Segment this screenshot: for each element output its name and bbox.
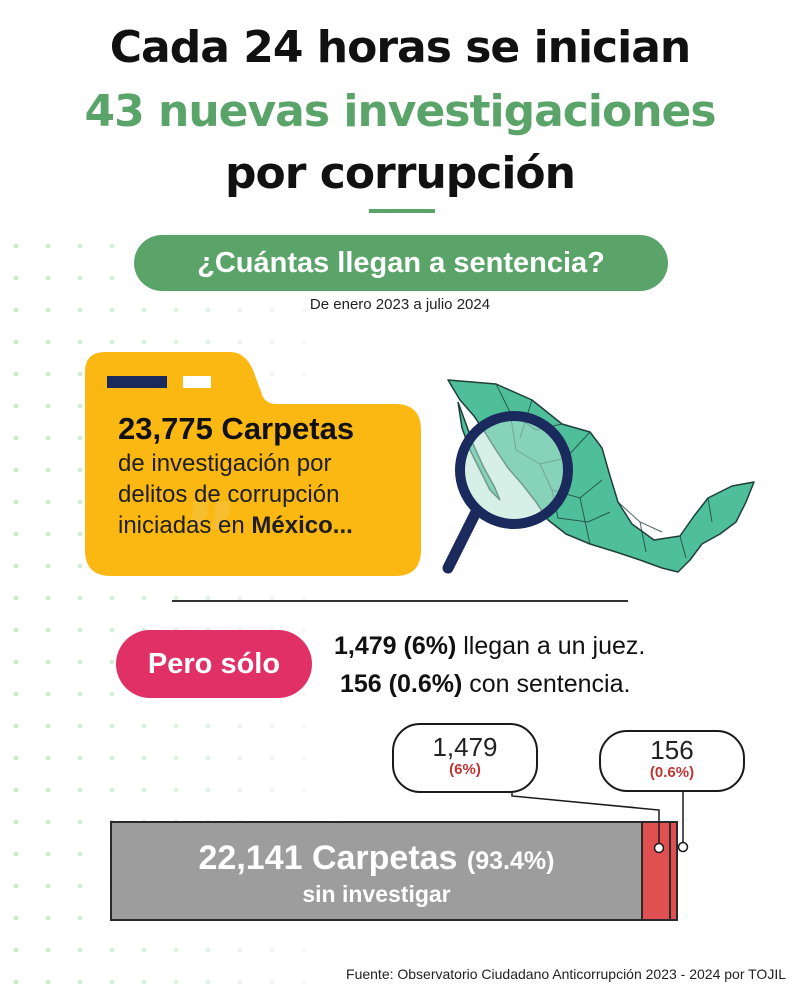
question-banner: ¿Cuántas llegan a sentencia? xyxy=(134,235,668,291)
folder-line-3-prefix: iniciadas en xyxy=(118,512,252,539)
stat-judge-count: 1,479 (6%) xyxy=(334,632,457,660)
callout-sentence-pct: (0.6%) xyxy=(649,764,695,781)
section-divider xyxy=(172,600,628,602)
stat-sentence-text: con sentencia. xyxy=(462,670,631,698)
callout-sentence: 156 (0.6%) xyxy=(599,730,745,792)
bar-sentenced-divider xyxy=(669,823,671,919)
folder-tab-bar-light xyxy=(183,376,211,388)
headline-line-1: Cada 24 horas se inician xyxy=(109,22,692,73)
svg-text:”: ” xyxy=(180,484,239,582)
bar-uninvestigated-segment xyxy=(110,821,643,921)
callout-judge: 1,479 (6%) xyxy=(392,723,538,793)
period-label: De enero 2023 a julio 2024 xyxy=(309,296,491,313)
folder-icon: ” xyxy=(85,352,421,582)
bar-main-pct: (93.4%) xyxy=(466,847,555,875)
stat-sentence-count: 156 (0.6%) xyxy=(340,670,463,698)
bar-judge-segment xyxy=(643,821,678,921)
bar-sub-label: sin investigar xyxy=(302,881,451,907)
folder-line-3-country: México... xyxy=(251,512,353,539)
magnifying-glass-icon xyxy=(455,411,573,529)
headline-line-2: 43 nuevas investigaciones xyxy=(84,86,716,137)
bar-label: 22,141 Carpetas (93.4%) sin investigar xyxy=(110,838,643,907)
source-credit: Fuente: Observatorio Ciudadano Anticorru… xyxy=(346,966,786,982)
folder-line-3: iniciadas en México... xyxy=(118,510,418,541)
folder-content: 23,775 Carpetas de investigación por del… xyxy=(118,410,418,541)
stat-judge: 1,479 (6%) llegan a un juez. xyxy=(334,632,645,661)
pero-solo-badge: Pero sólo xyxy=(116,630,312,698)
callout-judge-value: 1,479 xyxy=(432,732,498,762)
folder-line-2: delitos de corrupción xyxy=(118,481,340,508)
folder-title: 23,775 Carpetas xyxy=(118,411,355,446)
stat-sentence: 156 (0.6%) con sentencia. xyxy=(340,670,630,699)
folder-tab-bar-dark xyxy=(107,376,167,388)
mexico-map-icon xyxy=(442,379,755,574)
bar-main-label: 22,141 Carpetas xyxy=(198,839,458,877)
headline-underline xyxy=(369,209,435,213)
folder-line-1: de investigación por xyxy=(118,450,332,477)
headline-line-3: por corrupción xyxy=(225,148,576,199)
callout-sentence-value: 156 xyxy=(650,735,694,765)
stat-judge-text: llegan a un juez. xyxy=(456,632,646,660)
callout-judge-pct: (6%) xyxy=(449,761,481,778)
